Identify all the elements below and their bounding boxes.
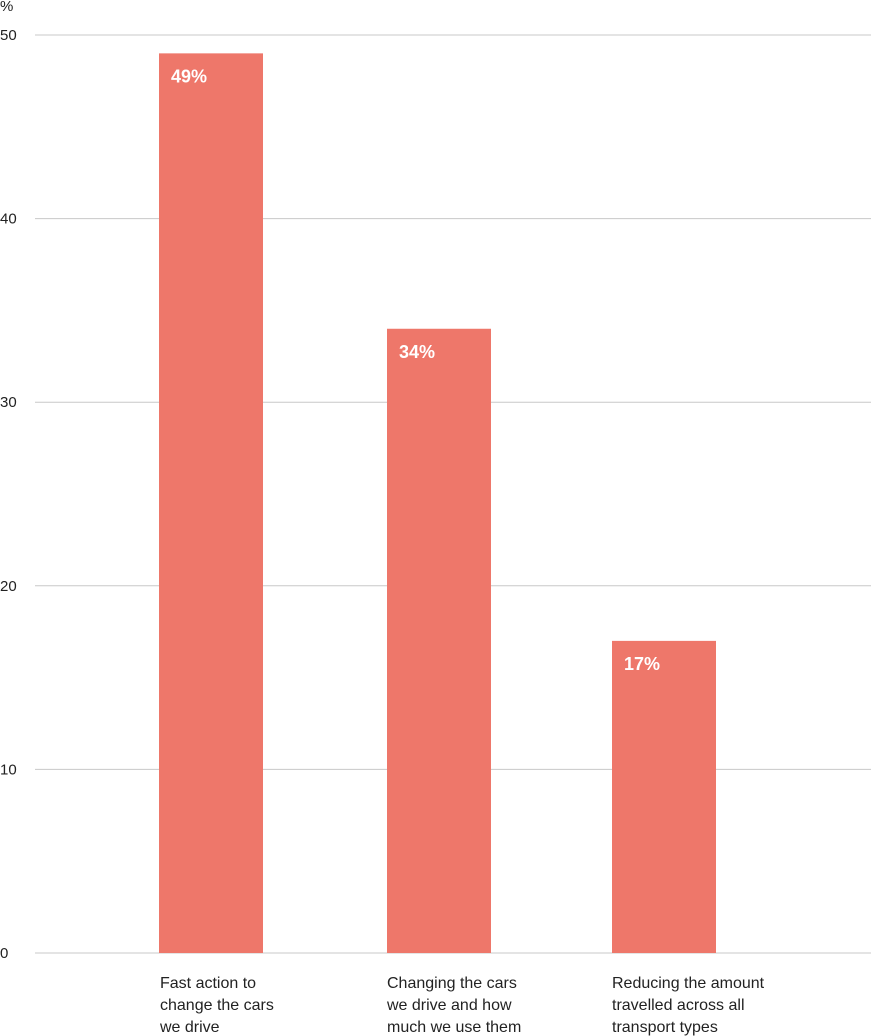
category-label-2: Changing the cars we drive and how much we…	[386, 975, 521, 1036]
y-tick-label-10: 10	[0, 761, 17, 778]
category-label-3-line-2: travelled across all	[612, 997, 745, 1014]
bars	[159, 53, 716, 954]
category-label-1-line-1: Fast action to	[160, 975, 256, 992]
data-label-1: 49%	[171, 66, 207, 86]
data-labels: 49% 34% 17%	[171, 66, 660, 674]
category-label-1-line-2: change the cars	[160, 997, 274, 1014]
data-label-3: 17%	[624, 654, 660, 674]
category-labels: Fast action to change the cars we drive Cha…	[159, 975, 765, 1036]
category-label-1-line-3: we drive	[159, 1019, 220, 1036]
category-label-3-line-1: Reducing the amount	[612, 975, 765, 992]
bar-2	[387, 328, 491, 953]
bar-3	[612, 640, 716, 953]
y-tick-label-40: 40	[0, 211, 17, 228]
category-label-2-line-2: we drive and how	[386, 997, 512, 1014]
category-label-2-line-1: Changing the cars	[387, 975, 517, 992]
category-label-3-line-3: transport types	[612, 1019, 718, 1036]
y-axis-unit-label: %	[0, 0, 13, 15]
y-tick-label-20: 20	[0, 578, 17, 595]
bar-1	[159, 53, 263, 954]
y-tick-label-0: 0	[0, 945, 8, 962]
y-tick-label-30: 30	[0, 394, 17, 411]
y-axis-ticks: 0 10 20 30 40 50	[0, 27, 17, 962]
category-label-2-line-3: much we use them	[387, 1019, 521, 1036]
y-tick-label-50: 50	[0, 27, 17, 44]
category-label-1: Fast action to change the cars we drive	[159, 975, 274, 1036]
data-label-2: 34%	[399, 342, 435, 362]
category-label-3: Reducing the amount travelled across all t…	[612, 975, 765, 1036]
